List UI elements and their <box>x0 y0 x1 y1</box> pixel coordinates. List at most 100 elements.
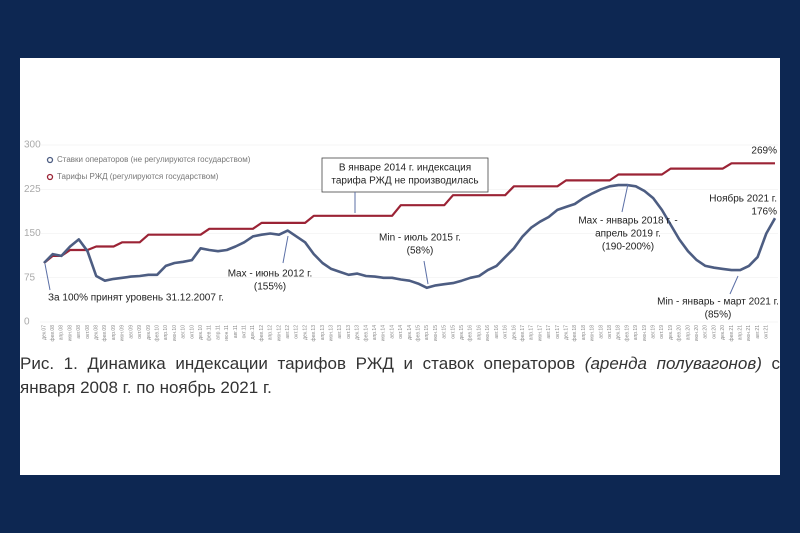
x-tick-label: июн.08 <box>67 325 73 341</box>
x-tick-label: апр.21 <box>738 325 744 340</box>
x-tick-label: фев.21 <box>729 325 735 342</box>
x-tick-label: фев.20 <box>677 325 683 342</box>
x-tick-label: июн.11 <box>224 325 230 341</box>
x-tick-label: дек.19 <box>668 325 674 340</box>
y-tick-label: 0 <box>24 317 30 328</box>
x-tick-label: окт.11 <box>241 325 247 339</box>
annotation-arrow <box>621 183 629 213</box>
annotation: (190-200%) <box>602 242 654 253</box>
annotation: апрель 2019 г. <box>595 229 661 240</box>
x-tick-label: июн.20 <box>694 325 700 341</box>
x-tick-label: окт.18 <box>607 325 613 339</box>
legend-marker <box>46 173 54 181</box>
x-tick-label: фев.19 <box>624 325 630 342</box>
annotation: (155%) <box>254 282 286 293</box>
card <box>20 58 780 475</box>
x-tick-label: окт.16 <box>503 325 509 339</box>
x-tick-label: авг.17 <box>546 325 552 339</box>
x-tick-label: фев.13 <box>311 325 317 342</box>
x-tick-label: фев.14 <box>363 325 369 342</box>
annotation: В январе 2014 г. индексация <box>339 163 471 174</box>
legend-label: Тарифы РЖД (регулируются государством) <box>57 172 219 181</box>
x-tick-label: дек.18 <box>616 325 622 340</box>
x-tick-label: авг.15 <box>442 325 448 339</box>
x-tick-label: июн.18 <box>590 325 596 341</box>
x-tick-label: апр.19 <box>633 325 639 340</box>
y-tick-label: 300 <box>24 140 41 151</box>
x-tick-label: апр.09 <box>111 325 117 340</box>
x-tick-label: дек.10 <box>198 325 204 340</box>
x-tick-label: окт.14 <box>398 325 404 339</box>
x-tick-label: дек.11 <box>250 325 256 340</box>
x-tick-label: апр.17 <box>529 325 535 340</box>
x-tick-label: авг.19 <box>650 325 656 339</box>
series-line <box>43 162 775 264</box>
x-tick-label: окт.17 <box>555 325 561 339</box>
y-tick-label: 150 <box>24 228 41 239</box>
x-tick-label: апр.13 <box>320 325 326 340</box>
x-tick-label: фев.16 <box>468 325 474 342</box>
legend-label: Ставки операторов (не регулируются госуд… <box>57 155 251 164</box>
x-tick-label: фев.18 <box>572 325 578 342</box>
annotation: Max - июнь 2012 г. <box>228 269 313 280</box>
x-tick-label: июн.09 <box>120 325 126 341</box>
annotation: Min - январь - март 2021 г. <box>657 297 779 308</box>
x-tick-label: апр.11 <box>215 325 221 340</box>
x-tick-label: июн.13 <box>329 325 335 341</box>
x-tick-label: апр.15 <box>424 325 430 340</box>
x-tick-label: окт.10 <box>189 325 195 339</box>
x-tick-label: апр.18 <box>581 325 587 340</box>
annotation-box <box>321 157 489 193</box>
x-tick-label: апр.10 <box>163 325 169 340</box>
annotation: 176% <box>751 207 777 218</box>
x-tick-label: окт.13 <box>346 325 352 339</box>
annotation: Min - июль 2015 г. <box>379 233 461 244</box>
x-tick-label: авг.14 <box>389 325 395 339</box>
x-tick-label: фев.10 <box>154 325 160 342</box>
x-tick-label: июн.14 <box>381 325 387 341</box>
x-tick-label: фев.15 <box>416 325 422 342</box>
x-tick-label: окт.12 <box>294 325 300 339</box>
x-tick-label: апр.20 <box>685 325 691 340</box>
x-tick-label: дек.07 <box>41 325 47 340</box>
x-tick-label: фев.09 <box>102 325 108 342</box>
x-tick-label: авг.20 <box>703 325 709 339</box>
x-tick-label: дек.13 <box>355 325 361 340</box>
x-tick-label: авг.12 <box>285 325 291 339</box>
annotation: (85%) <box>705 310 732 321</box>
x-tick-label: фев.17 <box>520 325 526 342</box>
annotation: 269% <box>751 146 777 157</box>
annotation: (58%) <box>407 246 434 257</box>
x-tick-label: авг.18 <box>598 325 604 339</box>
caption: Рис. 1. Динамика индексации тарифов РЖД … <box>20 352 780 400</box>
x-tick-label: авг.08 <box>76 325 82 339</box>
x-tick-label: окт.09 <box>137 325 143 339</box>
y-tick-label: 225 <box>24 184 41 195</box>
x-tick-label: дек.08 <box>94 325 100 340</box>
x-tick-label: апр.14 <box>372 325 378 340</box>
x-tick-label: окт.15 <box>450 325 456 339</box>
annotation: тарифа РЖД не производилась <box>331 175 478 187</box>
annotation-arrow <box>729 275 739 295</box>
x-tick-label: июн.12 <box>276 325 282 341</box>
x-tick-label: авг.09 <box>128 325 134 339</box>
x-tick-label: фев.11 <box>207 325 213 341</box>
x-tick-label: авг.10 <box>181 325 187 339</box>
x-tick-label: июн.19 <box>642 325 648 341</box>
x-tick-label: фев.08 <box>50 325 56 342</box>
x-tick-label: окт.21 <box>764 325 770 339</box>
caption-text: с января 2008 г. по ноябрь 2021 г. <box>20 354 781 397</box>
annotation-arrow <box>282 235 289 264</box>
annotation: За 100% принят уровень 31.12.2007 г. <box>48 293 224 304</box>
x-tick-label: дек.09 <box>146 325 152 340</box>
x-tick-label: дек.16 <box>511 325 517 340</box>
x-tick-label: авг.16 <box>494 325 500 339</box>
x-tick-label: дек.20 <box>720 325 726 340</box>
x-tick-label: апр.16 <box>476 325 482 340</box>
annotation-arrow <box>423 260 429 285</box>
annotation: Max - январь 2018 г. - <box>578 216 677 227</box>
caption-italic: (аренда полувагонов) <box>584 354 762 373</box>
caption-text: Рис. 1. Динамика индексации тарифов РЖД … <box>20 354 585 373</box>
